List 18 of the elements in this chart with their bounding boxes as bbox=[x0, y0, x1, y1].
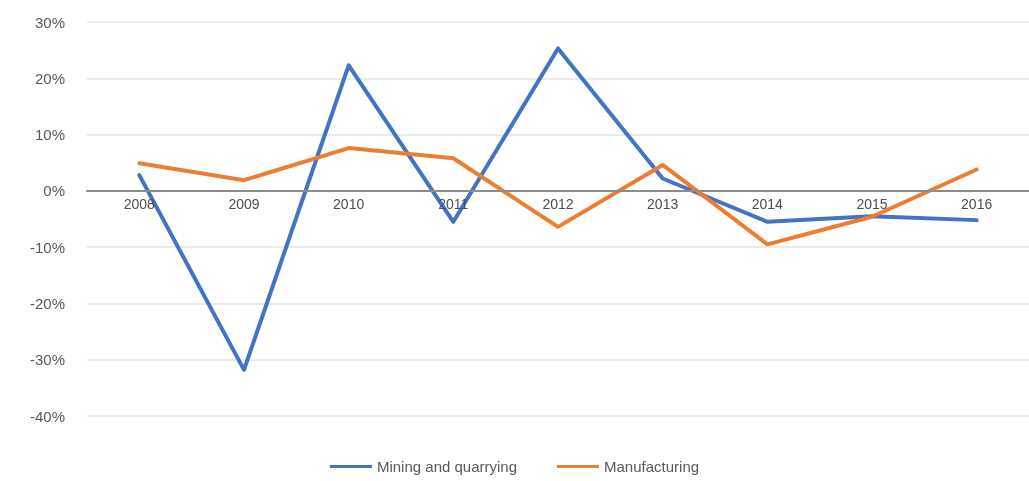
y-tick-label: -40% bbox=[29, 407, 65, 425]
x-tick-label: 2014 bbox=[751, 195, 784, 212]
legend-label: Manufacturing bbox=[604, 458, 700, 475]
y-tick-label: 10% bbox=[34, 126, 65, 144]
x-tick-label: 2012 bbox=[542, 195, 574, 212]
y-tick-label: -30% bbox=[29, 351, 65, 369]
y-tick-label: -20% bbox=[29, 294, 65, 312]
y-tick-label: 0% bbox=[43, 182, 65, 200]
x-tick-label: 2016 bbox=[961, 195, 993, 212]
y-tick-label: 30% bbox=[34, 13, 65, 31]
x-tick-label: 2010 bbox=[333, 195, 365, 212]
x-tick-label: 2013 bbox=[647, 195, 679, 212]
legend-label: Mining and quarrying bbox=[376, 458, 518, 475]
x-tick-label: 2009 bbox=[228, 195, 260, 212]
y-tick-label: 20% bbox=[34, 69, 65, 87]
y-tick-label: -10% bbox=[29, 238, 65, 256]
x-tick-label: 2008 bbox=[123, 195, 156, 212]
x-tick-label: 2015 bbox=[856, 195, 888, 212]
